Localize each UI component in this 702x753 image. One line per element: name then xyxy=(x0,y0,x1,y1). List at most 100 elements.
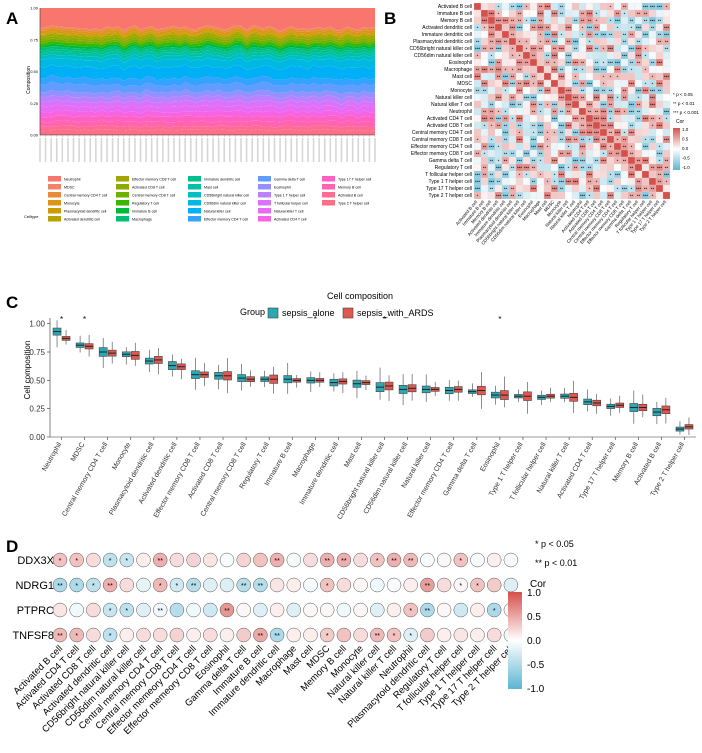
row-label-central-memory-cd4-t-cell: Central memory CD4 T cell xyxy=(412,130,472,136)
cor-cell-star: *** xyxy=(552,32,558,37)
sig-mark-ddx3x-central-memory-cd4-t-cell: ** xyxy=(157,558,163,565)
cor-circle-ndrg1-type-1-t-helper-cell xyxy=(470,577,485,593)
cor-cell-star: *** xyxy=(594,130,600,135)
cor-cell-star: *** xyxy=(496,39,502,44)
cor-cell-star: * xyxy=(526,172,528,177)
cor-cell xyxy=(564,2,573,11)
cor-cell xyxy=(515,177,524,186)
cor-circle-ndrg1-effector-memeory-cd4-t-cell xyxy=(186,577,201,593)
cor-cell-star: ** xyxy=(483,88,487,93)
panel-a-sample-label xyxy=(301,138,304,162)
cor-legend-tick-4: -1.0 xyxy=(682,165,690,170)
cor-cell-star: * xyxy=(491,53,493,58)
cor-cell xyxy=(655,23,664,32)
cor-cell xyxy=(480,135,489,144)
cor-cell-star: *** xyxy=(650,18,656,23)
cor-cell-star: ** xyxy=(476,151,480,156)
cor-cell xyxy=(599,177,608,186)
legend-label-activated-cd4-t-cell: Activated CD4 T cell xyxy=(274,218,307,222)
legend-swatch-sepsis-with-ards xyxy=(342,307,354,319)
cor-cell-star: ** xyxy=(567,109,571,114)
cor-cell xyxy=(648,170,657,179)
cor-cell-star: *** xyxy=(496,165,502,170)
cor-cell-star: ** xyxy=(560,130,564,135)
cor-cell xyxy=(648,37,657,46)
panel-a-ytick-2: 0.50 xyxy=(30,69,39,74)
cor-cell xyxy=(585,114,594,123)
cor-cell-star: * xyxy=(554,172,556,177)
row-label-immature-b-cell: Immature B cell xyxy=(437,11,472,17)
area-layer-monocyte xyxy=(40,28,375,37)
cor-cell-star: ** xyxy=(651,137,655,142)
cor-cell-star: ** xyxy=(546,25,550,30)
cor-cell-star: *** xyxy=(629,46,635,51)
panel-b-significance-notes: * p < 0.05 ** p < 0.01 *** p < 0.001 xyxy=(673,92,699,115)
panel-a-sample-label xyxy=(150,138,153,162)
cor-cell xyxy=(571,184,580,193)
cor-cell xyxy=(494,135,503,144)
cor-cell xyxy=(606,184,615,193)
area-layer-immature-b-cell xyxy=(40,42,375,52)
cor-cell xyxy=(550,163,559,172)
legend-swatch-activated-cd8-t-cell xyxy=(116,184,129,190)
xtick-label-central-memory-cd4-t-cell: Central memory CD4 T cell xyxy=(61,441,109,518)
cor-cell-star: *** xyxy=(594,95,600,100)
cor-circle-ddx3x-immature-dendritic-cell xyxy=(269,552,285,568)
sig-mark-ndrg1-activated-cd8-t-cell: * xyxy=(92,583,95,590)
cor-cell-star: ** xyxy=(483,109,487,114)
cor-cell-star: *** xyxy=(615,67,621,72)
cor-cell-star: *** xyxy=(608,95,614,100)
cor-cell-star: * xyxy=(512,116,514,121)
area-layer-mast-cell xyxy=(40,50,375,60)
legend-swatch-mast-cell xyxy=(188,184,201,190)
cor-cell-star: * xyxy=(477,53,479,58)
panel-a-sample-label xyxy=(268,138,270,162)
cor-cell xyxy=(627,93,636,102)
legend-swatch-activated-dendritic-cell xyxy=(48,216,61,222)
cor-cell xyxy=(613,86,622,95)
panel-d-colorbar xyxy=(508,592,522,689)
cor-cell-star: *** xyxy=(580,193,586,198)
cor-cell-star: * xyxy=(484,25,486,30)
cor-cell-star: *** xyxy=(587,123,593,128)
cor-cell-star: *** xyxy=(587,25,593,30)
cor-cell-star: ** xyxy=(602,137,606,142)
cor-cell xyxy=(550,93,559,102)
cor-cell xyxy=(473,9,482,18)
legend-label-memory-b-cell: Memory B cell xyxy=(338,186,361,190)
cor-cell-star: *** xyxy=(650,4,656,9)
cor-cell xyxy=(592,191,601,200)
cor-cell xyxy=(662,93,671,102)
cor-cell xyxy=(620,58,629,67)
cor-cell-star: * xyxy=(666,4,668,9)
cor-cell-star: ** xyxy=(609,179,613,184)
cor-cell xyxy=(480,9,489,18)
cor-circle-ddx3x-cd56dim-natural-killer-cell xyxy=(136,552,151,568)
cor-cell-star: *** xyxy=(489,11,495,16)
cor-cell-star: ** xyxy=(658,172,662,177)
row-label-monocyte: Monocyte xyxy=(450,88,472,94)
cor-cell xyxy=(480,177,489,186)
cor-cell-star: * xyxy=(645,46,647,51)
cor-cell xyxy=(494,100,503,109)
cor-cell xyxy=(543,44,552,53)
cor-cell xyxy=(655,135,664,144)
cor-cell-star: ** xyxy=(490,109,494,114)
cor-cell-star: *** xyxy=(566,102,572,107)
cor-circle-ptprc-t-follicular-helper-cell xyxy=(453,602,469,618)
cor-circle-ddx3x-natural-killer-t-cell xyxy=(386,552,402,568)
cor-cell xyxy=(494,79,503,88)
cor-cell-star: * xyxy=(610,116,612,121)
area-layer-effector-memory-cd8-t-cell xyxy=(40,32,375,42)
cor-cell-star: ** xyxy=(574,137,578,142)
cor-cell xyxy=(522,156,531,165)
legend-label-sepsis-alone: sepsis_alone xyxy=(282,308,335,318)
area-layer-activated-cd8-t-cell xyxy=(40,35,375,44)
cor-cell-star: ** xyxy=(532,123,536,128)
cor-cell-star: *** xyxy=(643,144,649,149)
cor-cell xyxy=(634,135,643,144)
cor-cell xyxy=(515,93,524,102)
cor-cell xyxy=(529,86,538,95)
row-label-cd56dim-natural-killer-cell: CD56dim natural killer cell xyxy=(414,53,472,59)
cor-circle-ndrg1-memory-b-cell xyxy=(336,577,352,593)
